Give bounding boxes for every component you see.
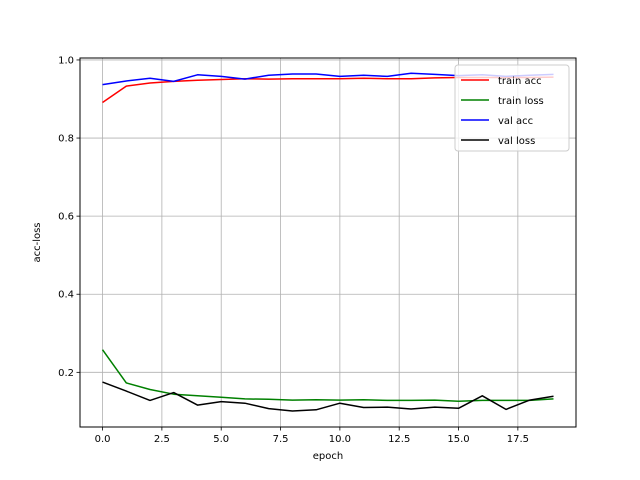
legend-label: val loss [498,136,535,147]
x-tick-label: 7.5 [273,434,289,445]
x-tick-label: 2.5 [154,434,170,445]
y-axis-label: acc-loss [32,222,43,262]
y-tick-label: 1.0 [58,55,74,66]
legend-box [454,64,570,152]
x-axis-label: epoch [313,451,343,462]
x-tick-label: 5.0 [213,434,229,445]
y-tick-label: 0.4 [58,290,74,301]
x-axis-ticks: 0.0 2.5 5.0 7.5 10.0 12.5 15.0 17.5 [95,427,529,445]
x-tick-label: 10.0 [329,434,351,445]
plot-area-frame [79,57,577,428]
x-tick-label: 15.0 [447,434,469,445]
x-tick-label: 12.5 [388,434,410,445]
y-tick-label: 0.8 [58,134,74,145]
x-tick-label: 17.5 [507,434,529,445]
legend: train acc train loss val acc val loss [454,64,570,152]
y-tick-label: 0.2 [58,368,74,379]
x-tick-label: 0.0 [95,434,111,445]
legend-label: train acc [498,76,542,87]
legend-label: train loss [498,96,544,107]
legend-label: val acc [498,116,533,127]
series-line-val-loss [102,381,554,412]
y-axis-ticks: 0.2 0.4 0.6 0.8 1.0 [58,55,80,379]
y-tick-label: 0.6 [58,212,74,223]
